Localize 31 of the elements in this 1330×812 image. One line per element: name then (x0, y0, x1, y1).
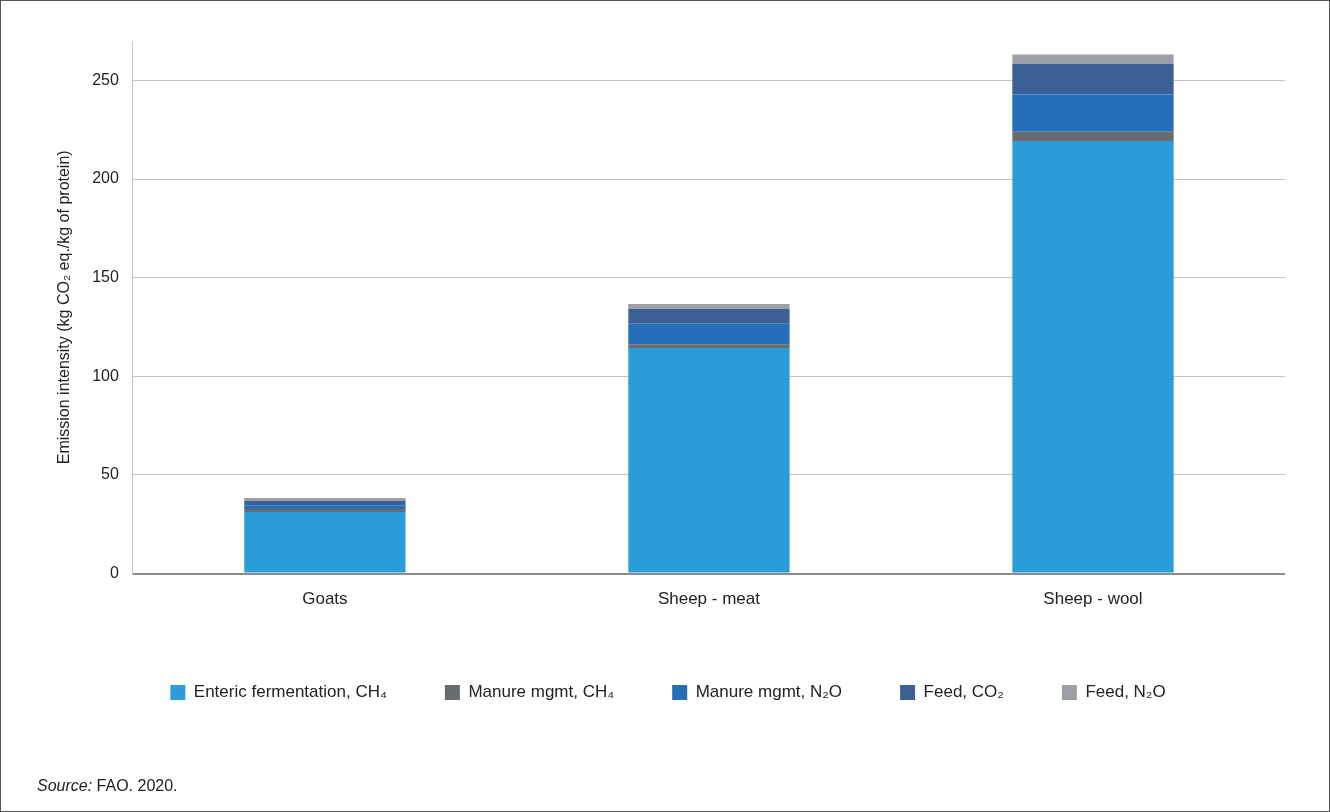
bar (244, 498, 406, 501)
bar (628, 347, 790, 573)
y-axis-title: Emission intensity (kg CO₂ eq./kg of protein) (55, 150, 73, 465)
legend-label: Feed, N₂O (1085, 682, 1166, 702)
bar (244, 500, 406, 506)
bar (244, 512, 406, 573)
y-tick-label: 150 (92, 268, 119, 286)
x-tick-label: Sheep - wool (1043, 589, 1143, 609)
bar (244, 508, 406, 513)
x-tick-label: Goats (302, 589, 348, 609)
legend-label: Enteric fermentation, CH₄ (193, 682, 387, 702)
y-tick-label: 100 (92, 366, 119, 384)
bar (244, 505, 406, 509)
bar (1012, 54, 1174, 64)
bar (628, 323, 790, 345)
y-tick-label: 0 (109, 564, 119, 582)
bar (1012, 63, 1174, 95)
source-note: Source: FAO. 2020. (37, 777, 178, 795)
bar (1012, 141, 1174, 573)
bar (1012, 94, 1174, 132)
y-tick-label: 50 (101, 465, 119, 483)
bar (628, 308, 790, 324)
bar (628, 344, 790, 348)
bar (1012, 131, 1174, 142)
legend-label: Feed, CO₂ (923, 682, 1004, 702)
legend-label: Manure mgmt, CH₄ (468, 682, 615, 702)
legend-label: Manure mgmt, N₂O (695, 682, 843, 702)
y-tick-label: 250 (92, 70, 119, 88)
x-tick-label: Sheep - meat (657, 589, 761, 609)
y-tick-label: 200 (92, 169, 119, 187)
bar (628, 303, 790, 309)
